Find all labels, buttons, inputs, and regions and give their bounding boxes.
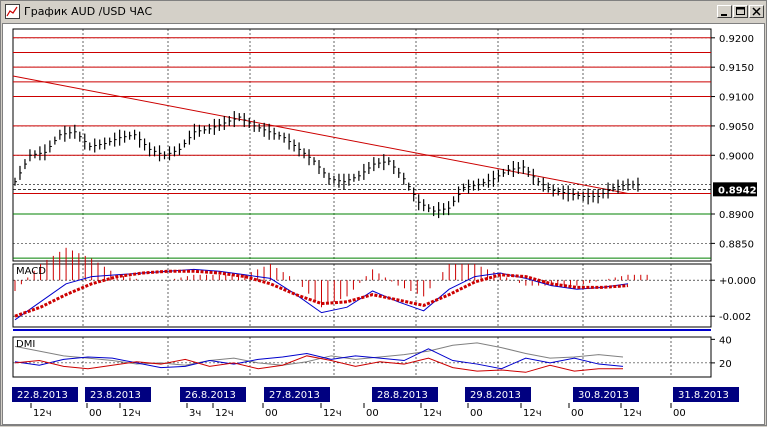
date-label: 22.8.2013 [17, 390, 68, 401]
price-y-tick-label: 0.9000 [719, 151, 754, 162]
hour-label: 3ч [189, 408, 201, 419]
date-label-box [465, 387, 531, 402]
date-label: 31.8.2013 [678, 390, 729, 401]
dmi-minus-line [14, 355, 623, 373]
date-label-box [264, 387, 330, 402]
date-label-box [85, 387, 151, 402]
maximize-icon [736, 7, 745, 15]
hour-label: 12ч [423, 408, 442, 419]
hour-label: 00 [89, 408, 102, 419]
hour-label: 00 [571, 408, 584, 419]
price-panel-frame [12, 28, 712, 262]
price-y-tick-label: 0.8850 [719, 239, 754, 250]
current-price-label: 0.8942 [718, 185, 757, 196]
hour-label: 12ч [122, 408, 141, 419]
macd-y-tick-label: +0.000 [719, 276, 756, 287]
date-label: 28.8.2013 [377, 390, 428, 401]
date-label-box [372, 387, 438, 402]
price-y-tick-label: 0.9150 [719, 63, 754, 74]
hour-label: 12ч [623, 408, 642, 419]
date-label: 29.8.2013 [470, 390, 521, 401]
title-bar[interactable]: График AUD /USD ЧАС [2, 2, 765, 21]
macd-line [14, 268, 629, 321]
dmi-label: DMI [16, 339, 35, 350]
hour-label: 00 [366, 408, 379, 419]
dmi-y-tick-label: 20 [719, 359, 732, 370]
close-button[interactable] [749, 5, 764, 18]
date-label-box [673, 387, 739, 402]
minimize-icon [721, 14, 727, 16]
macd-signal-line [14, 269, 629, 318]
close-icon [752, 7, 761, 16]
date-label-box [573, 387, 639, 402]
current-price-box [713, 182, 757, 197]
price-y-tick-label: 0.9200 [719, 34, 754, 45]
maximize-button[interactable] [733, 5, 748, 18]
price-y-tick-label: 0.9050 [719, 122, 754, 133]
dmi-plus-line [14, 348, 624, 370]
dmi-panel-frame [12, 336, 712, 378]
date-label: 23.8.2013 [90, 390, 141, 401]
hour-label: 12ч [523, 408, 542, 419]
chart-icon [5, 4, 20, 19]
date-label-box [12, 387, 78, 402]
trendline [12, 75, 629, 194]
macd-label: MACD [16, 266, 46, 277]
hour-label: 00 [673, 408, 686, 419]
date-label-box [180, 387, 246, 402]
hour-label: 12ч [33, 408, 52, 419]
date-label: 27.8.2013 [269, 390, 320, 401]
hour-label: 12ч [215, 408, 234, 419]
adx-line [14, 342, 624, 366]
hour-label: 00 [265, 408, 278, 419]
chart-canvas[interactable]: 0.9200 0.9150 0.9100 0.9050 0.9000 0.8900 0.88… [3, 24, 764, 424]
date-label: 30.8.2013 [578, 390, 629, 401]
window-title: График AUD /USD ЧАС [24, 5, 153, 18]
macd-panel-frame [12, 263, 712, 328]
chart-area[interactable]: 0.9200 0.9150 0.9100 0.9050 0.9000 0.8900 0.88… [2, 23, 765, 425]
minimize-button[interactable] [717, 5, 732, 18]
hour-label: 12ч [323, 408, 342, 419]
date-label: 26.8.2013 [185, 390, 236, 401]
hour-label: 00 [470, 408, 483, 419]
macd-y-tick-label: -0.002 [719, 312, 751, 323]
price-y-tick-label: 0.8900 [719, 210, 754, 221]
price-y-tick-label: 0.9100 [719, 93, 754, 104]
dmi-y-tick-label: 40 [719, 335, 732, 346]
